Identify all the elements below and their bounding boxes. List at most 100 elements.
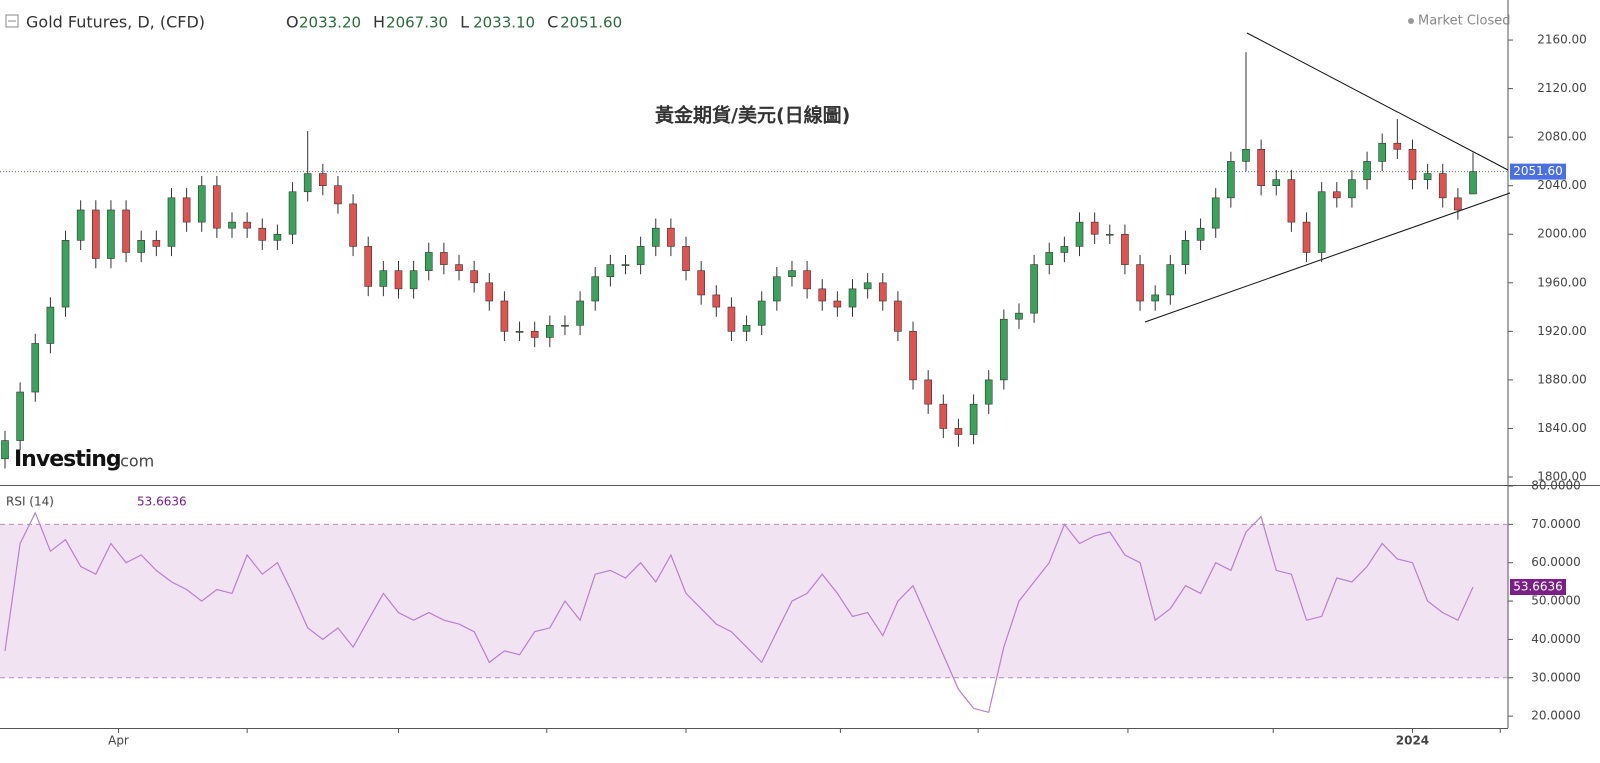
- candle-body: [16, 391, 24, 441]
- candle-body: [848, 288, 857, 308]
- candle-body: [1227, 161, 1235, 199]
- candle-body: [288, 191, 297, 235]
- y-tick-label: 1920.00: [1537, 324, 1587, 338]
- candle-body: [1454, 197, 1462, 211]
- candle-body: [107, 209, 115, 259]
- candle-body: [1090, 221, 1099, 235]
- candle-body: [440, 252, 448, 265]
- rsi-value: 53.6636: [137, 495, 187, 509]
- symbol: Gold Futures, D, (CFD): [26, 13, 205, 32]
- y-tick-label: 2160.00: [1537, 33, 1587, 47]
- candle-body: [894, 300, 902, 332]
- y-tick-label: 20.0000: [1531, 709, 1581, 723]
- candle-body: [924, 379, 932, 405]
- candle-body: [1181, 240, 1190, 265]
- candle-body: [319, 173, 327, 186]
- candle-body: [1151, 294, 1159, 302]
- candle-body: [455, 264, 463, 271]
- candle-body: [1166, 264, 1175, 296]
- y-tick-label: 40.0000: [1531, 632, 1581, 646]
- candle-body: [1136, 264, 1144, 302]
- trendline: [1144, 192, 1511, 323]
- ohlc-value: 2051.60: [560, 14, 622, 32]
- ohlc-value: 2067.30: [386, 14, 448, 32]
- candle-body: [1469, 171, 1477, 195]
- candle-body: [485, 282, 494, 302]
- candle-body: [1105, 233, 1114, 236]
- candle-body: [561, 324, 569, 327]
- candle-body: [1393, 142, 1402, 150]
- last-price-tag: [1510, 163, 1566, 180]
- candle-body: [1287, 179, 1296, 223]
- candle-body: [1302, 221, 1311, 253]
- y-tick-label: 1880.00: [1537, 372, 1587, 386]
- candle-body: [939, 403, 948, 429]
- y-tick-label: 2080.00: [1537, 130, 1587, 144]
- ohlc-letter: O: [286, 13, 299, 32]
- candle-body: [167, 197, 176, 247]
- y-tick-label: 2120.00: [1537, 81, 1587, 95]
- candle-body: [1030, 264, 1038, 314]
- collapse-icon[interactable]: [5, 14, 19, 28]
- candle-body: [334, 185, 342, 205]
- candle-body: [1423, 173, 1432, 180]
- candle-body: [667, 227, 675, 247]
- candle-body: [1242, 148, 1250, 162]
- last-price-label: 2051.60: [1513, 164, 1563, 178]
- status-dot: [1408, 18, 1414, 24]
- y-tick-label: 60.0000: [1531, 555, 1581, 569]
- ohlc-letter: C: [547, 13, 558, 32]
- candle-body: [182, 197, 191, 223]
- candle-body: [757, 300, 766, 326]
- candle-body: [803, 270, 811, 290]
- x-tick-label: 2024: [1396, 734, 1429, 748]
- candle-body: [273, 233, 282, 241]
- candle-body: [1000, 318, 1008, 381]
- candle-body: [1408, 148, 1417, 180]
- candle-body: [954, 428, 963, 435]
- candle-body: [349, 203, 357, 247]
- candle-body: [228, 221, 236, 229]
- candle-body: [197, 185, 206, 223]
- candle-body: [742, 324, 751, 332]
- candle-body: [61, 240, 70, 308]
- candle-body: [1060, 246, 1069, 253]
- y-tick-label: 2040.00: [1537, 178, 1587, 192]
- candle-body: [576, 300, 584, 326]
- rsi-tag-label: 53.6636: [1513, 580, 1563, 594]
- candle-body: [773, 276, 781, 302]
- logo-suffix: .com: [115, 452, 154, 471]
- candle-body: [409, 270, 418, 290]
- candle-body: [818, 288, 827, 302]
- ohlc-letter: H: [373, 13, 385, 32]
- rsi-band: [0, 524, 1508, 678]
- candle-body: [303, 173, 312, 193]
- trendline: [1246, 32, 1509, 171]
- y-tick-label: 2000.00: [1537, 227, 1587, 241]
- candle-body: [1015, 312, 1023, 320]
- candle-body: [969, 403, 978, 435]
- candle-body: [833, 300, 842, 308]
- ohlc-letter: L: [460, 13, 469, 32]
- candle-body: [878, 282, 887, 302]
- candle-body: [636, 246, 645, 265]
- candle-body: [1075, 221, 1084, 247]
- candle-body: [500, 300, 509, 332]
- candle-body: [1438, 173, 1447, 199]
- candle-body: [243, 221, 251, 229]
- candle-body: [1317, 191, 1326, 253]
- candle-body: [530, 331, 539, 338]
- candle-body: [470, 270, 478, 284]
- candle-body: [379, 270, 388, 287]
- y-tick-label: 1840.00: [1537, 421, 1587, 435]
- y-tick-label: 70.0000: [1531, 517, 1581, 531]
- x-tick-label: Apr: [108, 734, 129, 748]
- candle-body: [546, 324, 554, 338]
- logo: Investing: [14, 447, 121, 472]
- candle-body: [152, 240, 161, 247]
- candle-body: [651, 227, 660, 247]
- chart-title: 黃金期貨/美元(日線圖): [655, 104, 850, 127]
- candle-body: [1272, 179, 1281, 186]
